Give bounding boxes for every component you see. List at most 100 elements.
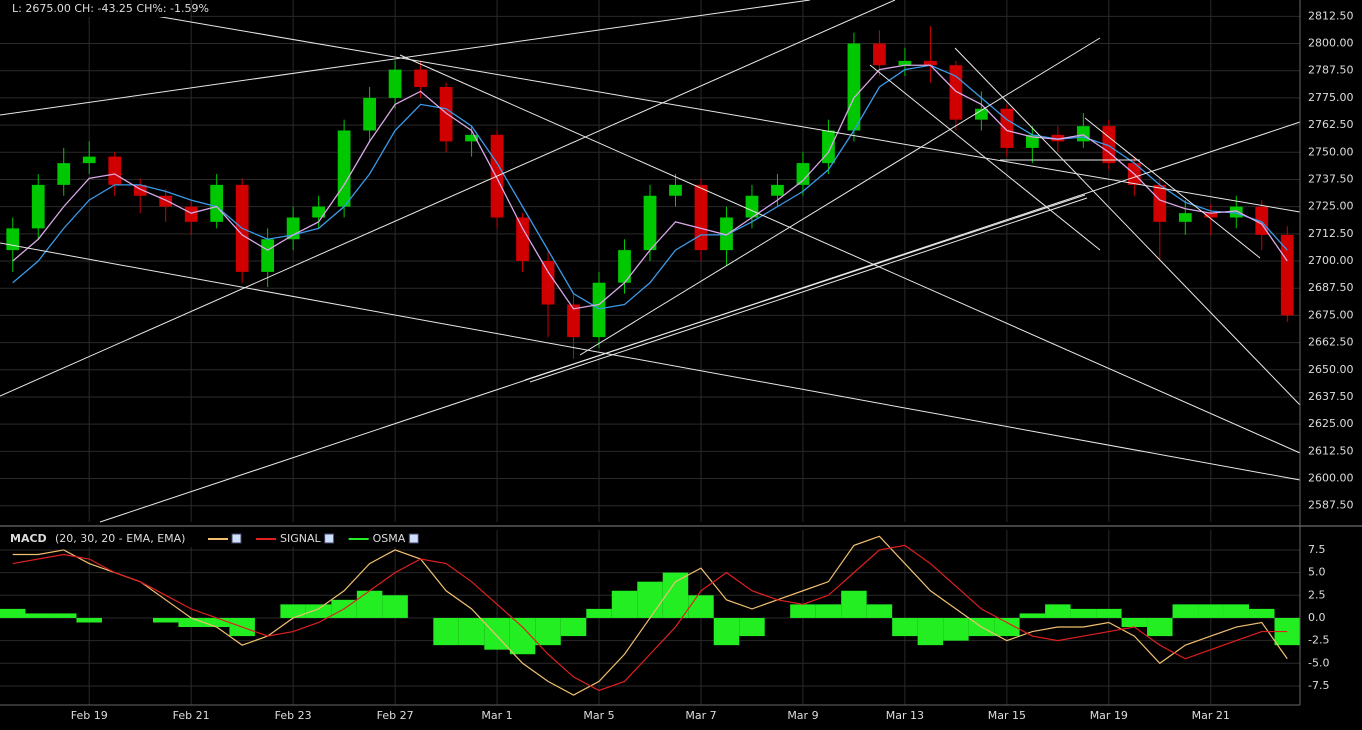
osma-bar — [586, 608, 612, 618]
trendline — [579, 37, 1101, 356]
osma-bar — [458, 617, 485, 646]
osma-bar — [356, 590, 383, 618]
y-tick-label: 2600.00 — [1308, 472, 1354, 485]
y-tick-label: 2712.50 — [1308, 227, 1354, 240]
x-tick-label: Mar 21 — [1192, 709, 1230, 722]
trendline — [954, 47, 1301, 406]
candle-body — [898, 60, 912, 66]
y-tick-label: 7.5 — [1308, 543, 1326, 556]
legend-checkbox[interactable] — [324, 533, 335, 544]
y-tick-label: 2662.50 — [1308, 336, 1354, 349]
legend-checkbox[interactable] — [408, 533, 419, 544]
candle-body — [184, 206, 198, 222]
candle-body — [975, 108, 988, 120]
y-tick-label: 2787.50 — [1308, 64, 1354, 77]
osma-bar — [688, 595, 714, 618]
osma-bar — [433, 617, 459, 646]
candle-body — [57, 163, 71, 185]
legend-checkbox[interactable] — [231, 533, 242, 544]
candle-body — [6, 228, 20, 251]
osma-bar — [790, 604, 816, 618]
candle-body — [1204, 213, 1218, 218]
osma-bar — [662, 572, 689, 618]
osma-bar — [917, 617, 944, 646]
candle-body — [414, 69, 427, 87]
y-tick-label: 2700.00 — [1308, 254, 1354, 267]
osma-bar — [611, 590, 638, 618]
osma-bar — [994, 617, 1020, 637]
candle-body — [1102, 126, 1116, 164]
y-tick-label: 2687.50 — [1308, 281, 1354, 294]
osma-bar — [305, 604, 332, 618]
osma-bar — [739, 617, 765, 637]
osma-bar — [1070, 608, 1097, 618]
candle-body — [592, 282, 606, 338]
candle-body — [363, 97, 376, 131]
plot — [0, 26, 1300, 696]
legend-bg — [0, 530, 400, 547]
osma-bar — [25, 613, 51, 618]
quote: L: 2675.00 CH: -43.25 CH%: -1.59% — [12, 2, 209, 15]
y-tick-label: 2625.00 — [1308, 417, 1354, 430]
osma-bar — [815, 604, 842, 618]
candle-body — [388, 69, 402, 98]
y-tick-label: 2737.50 — [1308, 172, 1354, 185]
osma-bar — [943, 617, 969, 641]
candle-body — [312, 206, 325, 218]
candle-body — [771, 184, 784, 196]
trendline — [1084, 117, 1261, 259]
y-tick-label: 2637.50 — [1308, 390, 1354, 403]
x-tick-label: Mar 15 — [988, 709, 1026, 722]
candle-body — [643, 195, 657, 251]
trendlines — [0, 0, 1301, 523]
trendline — [399, 54, 1301, 454]
legend-label: SIGNAL — [280, 532, 322, 545]
candle-body — [133, 184, 147, 196]
candle-body — [261, 239, 275, 272]
x-tick-label: Mar 19 — [1090, 709, 1128, 722]
y-tick-label: 2.5 — [1308, 588, 1326, 601]
osma-bar — [535, 617, 561, 646]
osma-bar — [892, 617, 918, 637]
osma-bar — [1172, 604, 1199, 618]
osma-bar — [1096, 608, 1122, 618]
osma-bar — [1121, 617, 1148, 628]
candle-body — [1280, 234, 1294, 316]
candle-body — [31, 184, 45, 229]
candle-body — [108, 156, 122, 185]
candle-body — [1000, 108, 1014, 148]
x-tick-label: Mar 7 — [685, 709, 716, 722]
osma-bar — [50, 613, 77, 618]
y-tick-label: 2775.00 — [1308, 91, 1354, 104]
osma-bar — [280, 604, 306, 618]
osma-bar — [152, 617, 179, 623]
osma-bar — [1045, 604, 1071, 618]
candle-body — [159, 195, 173, 207]
osma-bar — [560, 617, 587, 637]
y-tick-label: -5.0 — [1308, 656, 1329, 669]
osma-bar — [0, 608, 26, 618]
y-tick-label: 2587.50 — [1308, 499, 1354, 512]
x-tick-label: Feb 21 — [173, 709, 210, 722]
y-tick-label: 2612.50 — [1308, 444, 1354, 457]
y-tick-label: 5.0 — [1308, 566, 1326, 579]
candle-body — [465, 134, 478, 142]
osma-bar — [1147, 617, 1173, 637]
y-tick-label: -7.5 — [1308, 679, 1329, 692]
candle-body — [694, 184, 708, 251]
x-tick-label: Mar 5 — [583, 709, 614, 722]
osma-bar — [76, 617, 102, 623]
x-tick-label: Feb 19 — [71, 709, 108, 722]
header-bg — [0, 0, 190, 17]
candle-body — [949, 65, 963, 120]
candle-body — [1025, 134, 1039, 148]
x-tick-label: Feb 23 — [275, 709, 312, 722]
candle-body — [567, 304, 580, 338]
y-tick-label: 0.0 — [1308, 611, 1326, 624]
legend-label: OSMA — [373, 532, 406, 545]
trendline — [149, 14, 1301, 213]
candle-body — [210, 184, 224, 222]
y-tick-label: 2675.00 — [1308, 308, 1354, 321]
candle-body — [541, 261, 555, 305]
candle-body — [439, 87, 453, 142]
